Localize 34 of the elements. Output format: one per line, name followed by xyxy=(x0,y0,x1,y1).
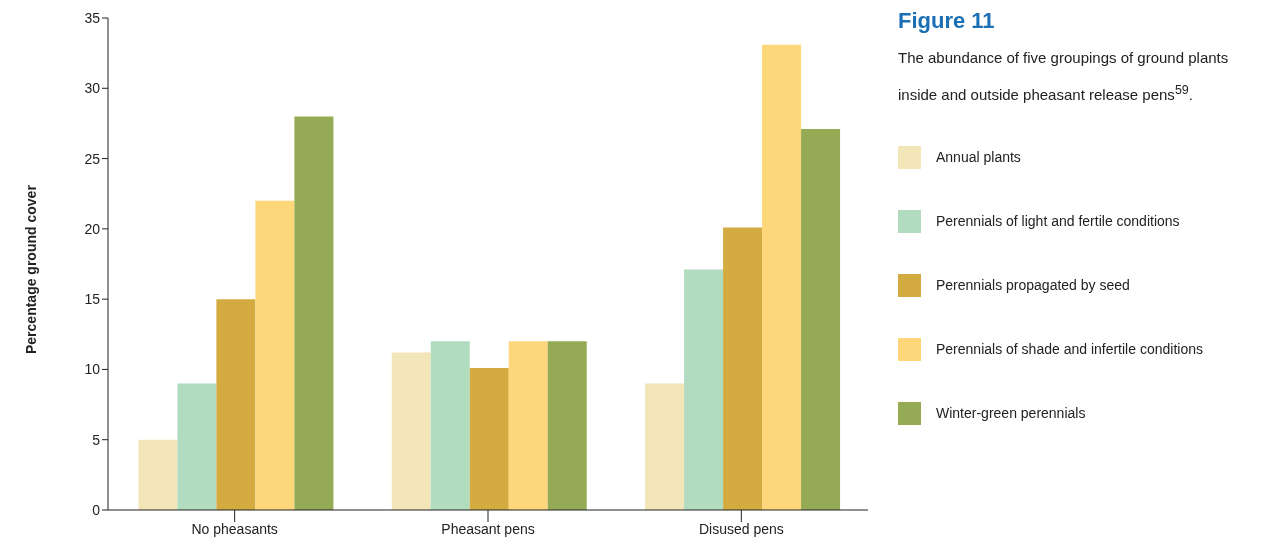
bar xyxy=(430,341,470,510)
bar xyxy=(469,368,509,510)
bar xyxy=(508,341,548,510)
x-tick-label: No pheasants xyxy=(191,520,278,537)
bar xyxy=(177,383,217,510)
bar xyxy=(723,227,763,510)
x-tick-label: Pheasant pens xyxy=(441,520,535,537)
x-tick-label: Disused pens xyxy=(698,520,784,537)
y-axis-title: Percentage ground cover xyxy=(22,184,39,354)
legend-label: Winter-green perennials xyxy=(936,405,1086,421)
legend-label: Annual plants xyxy=(936,149,1021,165)
y-tick-label: 30 xyxy=(84,80,101,97)
y-tick-label: 0 xyxy=(92,501,101,518)
text: Figure 11 xyxy=(898,8,996,34)
y-tick-label: 10 xyxy=(84,361,101,378)
y-tick-label: 15 xyxy=(84,291,101,308)
bar xyxy=(255,200,295,510)
legend-label: Perennials propagated by seed xyxy=(936,277,1130,293)
text: The abundance of five groupings of ground plants inside and outside pheasant release pens$^{59}$. xyxy=(898,49,1229,103)
bar xyxy=(684,269,724,510)
y-tick-label: 20 xyxy=(84,220,101,237)
bar xyxy=(547,341,587,510)
legend-label: Perennials of light and fertile conditions xyxy=(936,213,1180,229)
bar xyxy=(138,439,178,510)
bar xyxy=(645,383,685,510)
bar xyxy=(391,352,431,510)
bar xyxy=(294,116,334,510)
bar xyxy=(216,299,256,510)
legend-label: Perennials of shade and infertile conditions xyxy=(936,341,1203,357)
y-tick-label: 5 xyxy=(92,431,101,448)
bar xyxy=(762,44,802,510)
y-tick-label: 35 xyxy=(84,9,101,26)
bar xyxy=(801,129,841,510)
y-tick-label: 25 xyxy=(84,150,101,167)
